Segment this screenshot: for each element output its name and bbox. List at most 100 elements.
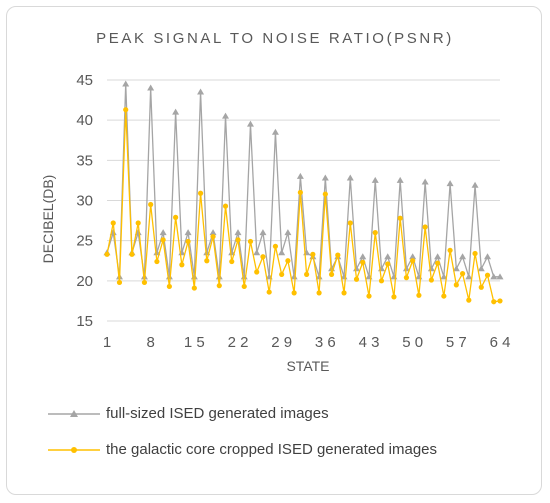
data-point-series-0 [259, 229, 267, 236]
data-point-series-1 [341, 290, 347, 296]
data-point-series-1 [229, 258, 235, 265]
data-point-series-1 [478, 284, 484, 290]
data-point-series-1 [154, 258, 160, 265]
data-point-series-1 [472, 250, 478, 257]
data-point-series-1 [135, 220, 141, 226]
data-point-series-1 [179, 262, 185, 268]
data-point-series-1 [366, 293, 372, 299]
data-point-series-1 [322, 191, 328, 197]
data-point-series-1 [304, 271, 310, 278]
data-point-series-1 [241, 283, 247, 290]
data-point-series-0 [172, 108, 180, 115]
data-point-series-1 [422, 224, 428, 230]
data-point-series-1 [416, 292, 422, 298]
data-point-series-1 [291, 290, 297, 296]
x-tick-label: 5 0 [402, 334, 423, 351]
data-point-series-0 [477, 265, 485, 272]
data-point-series-1 [459, 271, 466, 277]
data-point-series-1 [491, 299, 497, 305]
data-point-series-0 [471, 181, 479, 188]
data-point-series-0 [396, 176, 404, 183]
data-point-series-1 [466, 297, 472, 303]
data-point-series-1 [285, 258, 291, 264]
data-point-series-0 [147, 84, 155, 91]
data-point-series-0 [209, 229, 217, 236]
data-point-series-0 [234, 229, 242, 236]
x-tick-label: 3 6 [315, 334, 336, 351]
y-axis-title: DECIBEL(DB) [40, 175, 56, 264]
legend-label-galactic-core: the galactic core cropped ISED generated… [106, 441, 438, 458]
data-point-series-0 [290, 273, 298, 280]
data-point-series-0 [346, 174, 354, 181]
legend-swatch-yellow [48, 447, 100, 453]
data-point-series-0 [222, 112, 230, 119]
data-point-series-1 [104, 251, 110, 257]
data-point-series-1 [441, 293, 447, 299]
data-point-series-0 [452, 265, 460, 272]
y-tick-label: 35 [76, 152, 93, 169]
data-point-series-1 [222, 203, 229, 209]
data-point-series-0 [197, 88, 205, 95]
data-point-series-1 [360, 259, 366, 265]
y-tick-label: 25 [76, 233, 93, 250]
data-point-series-1 [185, 238, 191, 245]
data-point-series-1 [391, 294, 397, 300]
x-tick-label: 2 9 [271, 334, 292, 351]
data-point-series-1 [160, 237, 166, 243]
data-point-series-0 [490, 273, 498, 280]
data-point-series-1 [235, 237, 241, 243]
x-tick-label: 6 4 [490, 334, 511, 351]
legend-label-full-sized: full-sized ISED generated images [106, 405, 329, 422]
data-point-series-0 [384, 253, 392, 260]
data-point-series-1 [210, 234, 216, 240]
data-point-series-1 [110, 220, 116, 226]
data-point-series-1 [410, 258, 416, 264]
chart-title: PEAK SIGNAL TO NOISE RATIO(PSNR) [96, 30, 454, 47]
data-point-series-0 [459, 253, 467, 260]
data-point-series-0 [465, 273, 473, 280]
data-point-series-0 [421, 178, 429, 185]
data-point-series-1 [191, 285, 197, 291]
data-point-series-1 [447, 247, 453, 253]
data-point-series-0 [390, 273, 398, 280]
data-point-series-1 [260, 254, 266, 260]
data-point-series-1 [204, 258, 210, 264]
data-point-series-1 [435, 260, 441, 266]
data-point-series-1 [397, 215, 403, 221]
data-point-series-0 [496, 273, 504, 280]
data-point-series-0 [122, 80, 130, 87]
data-point-series-1 [372, 230, 378, 236]
data-point-series-0 [215, 273, 223, 280]
data-point-series-1 [166, 283, 172, 290]
series-line-0 [106, 83, 500, 278]
data-point-series-1 [353, 276, 360, 282]
data-point-series-0 [427, 265, 435, 272]
x-tick-label: 4 3 [359, 334, 380, 351]
x-tick-label: 1 5 [184, 334, 205, 351]
data-point-series-1 [173, 214, 179, 220]
data-point-series-0 [484, 253, 492, 260]
data-point-series-0 [253, 249, 261, 256]
data-point-series-0 [240, 273, 248, 280]
data-point-series-0 [184, 229, 192, 236]
data-point-series-1 [129, 251, 135, 257]
data-point-series-0 [284, 229, 292, 236]
data-point-series-0 [359, 253, 367, 260]
y-tick-label: 45 [76, 72, 93, 89]
series-line-1 [106, 109, 501, 303]
data-point-series-0 [321, 174, 329, 181]
data-point-series-0 [434, 253, 442, 260]
data-point-series-1 [197, 190, 204, 196]
data-point-series-1 [297, 189, 303, 196]
x-axis-title: STATE [286, 358, 329, 374]
x-tick-label: 5 7 [446, 334, 467, 351]
data-point-series-0 [278, 249, 286, 256]
data-point-series-0 [371, 176, 379, 183]
x-tick-label: 1 [103, 334, 111, 351]
data-point-series-1 [216, 283, 222, 289]
data-point-series-1 [247, 238, 254, 245]
data-point-series-0 [353, 265, 361, 272]
data-point-series-1 [272, 243, 279, 249]
data-point-series-1 [123, 107, 129, 113]
